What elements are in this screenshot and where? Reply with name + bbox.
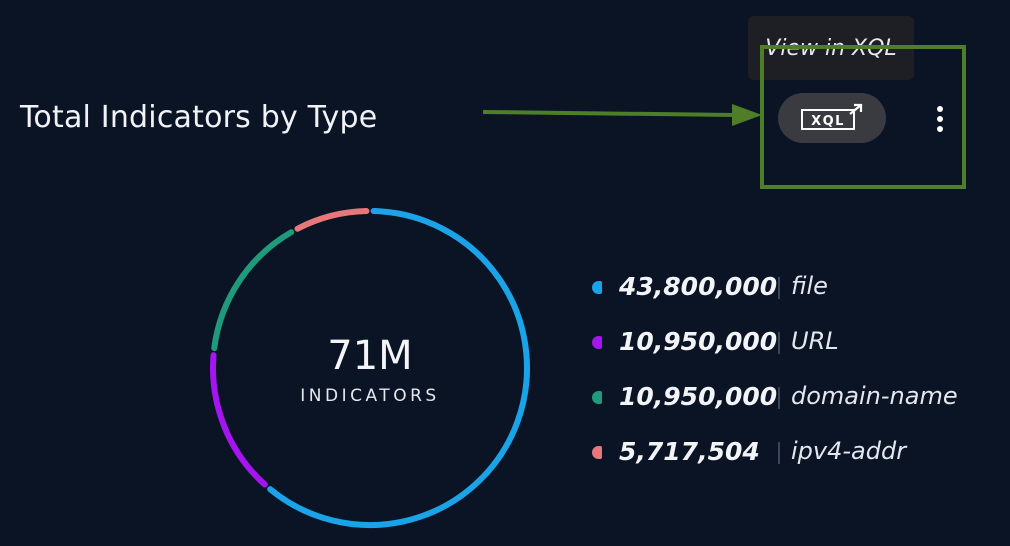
legend-item-file[interactable]: 43,800,000 file xyxy=(592,262,1002,317)
widget-title: Total Indicators by Type xyxy=(20,100,378,135)
legend-label: file xyxy=(791,272,828,300)
indicators-donut-chart xyxy=(210,208,530,528)
legend-separator xyxy=(778,387,780,409)
legend-separator xyxy=(778,442,780,464)
kebab-menu-icon[interactable] xyxy=(928,100,952,138)
legend-label: domain-name xyxy=(791,382,958,410)
donut-segment-ipv4-addr[interactable] xyxy=(294,208,370,232)
legend-label: ipv4-addr xyxy=(791,437,907,465)
donut-segment-file[interactable] xyxy=(267,208,530,528)
total-indicators-label: INDICATORS xyxy=(300,386,440,406)
donut-segment-domain-name[interactable] xyxy=(211,229,295,352)
donut-center: 71M INDICATORS xyxy=(205,203,535,533)
legend-separator xyxy=(778,332,780,354)
legend-dot-ipv4-addr xyxy=(592,446,602,459)
donut-segment-url[interactable] xyxy=(210,352,268,488)
legend-value: 5,717,504 xyxy=(619,437,760,466)
legend-item-url[interactable]: 10,950,000 URL xyxy=(592,317,1002,372)
legend-value: 43,800,000 xyxy=(619,272,778,301)
legend-item-ipv4-addr[interactable]: 5,717,504 ipv4-addr xyxy=(592,427,1002,482)
legend-value: 10,950,000 xyxy=(619,382,778,411)
legend-dot-url xyxy=(592,336,602,349)
annotation-arrow xyxy=(482,104,762,126)
total-indicators-value: 71M xyxy=(327,333,413,379)
legend-label: URL xyxy=(791,327,839,355)
legend-item-domain-name[interactable]: 10,950,000 domain-name xyxy=(592,372,1002,427)
legend-dot-domain-name xyxy=(592,391,602,404)
xql-button-label: XQL xyxy=(811,114,845,129)
legend-value: 10,950,000 xyxy=(619,327,778,356)
xql-external-link-icon: XQL xyxy=(801,103,863,130)
legend-separator xyxy=(778,277,780,299)
view-in-xql-button[interactable]: XQL xyxy=(778,93,886,143)
chart-legend: 43,800,000 file 10,950,000 URL 10,950,00… xyxy=(592,262,1002,482)
annotation-highlight-box xyxy=(760,45,966,189)
legend-dot-file xyxy=(592,281,602,294)
